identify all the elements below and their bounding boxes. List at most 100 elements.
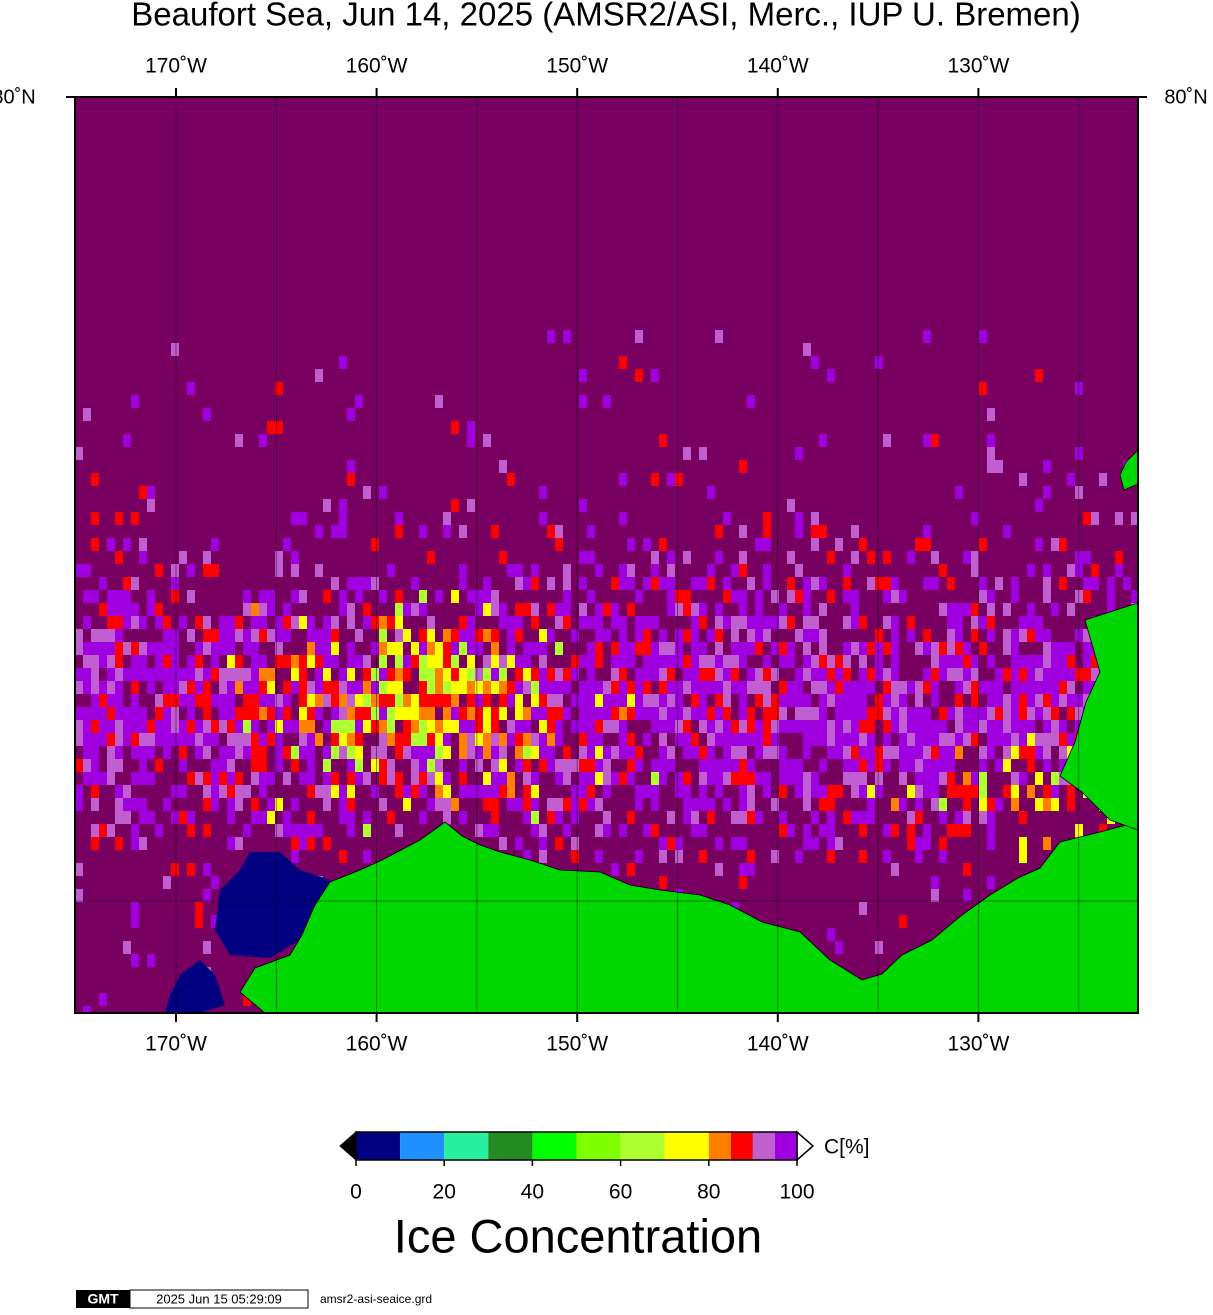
ice-cell xyxy=(339,356,347,369)
ice-cell xyxy=(339,720,347,733)
ice-cell xyxy=(787,616,795,629)
ice-cell xyxy=(1035,707,1043,720)
ice-cell xyxy=(723,590,731,603)
ice-cell xyxy=(787,590,795,603)
ice-cell xyxy=(323,499,331,512)
ice-cell xyxy=(307,759,315,772)
ice-cell xyxy=(931,668,939,681)
ice-cell xyxy=(395,603,403,616)
lon-label: 160˚W xyxy=(346,55,408,78)
ice-cell xyxy=(363,772,371,785)
ice-cell xyxy=(1035,668,1043,681)
ice-cell xyxy=(731,720,739,733)
ice-cell xyxy=(443,681,451,694)
ice-cell xyxy=(395,681,403,694)
ice-cell xyxy=(299,681,307,694)
ice-cell xyxy=(459,720,467,733)
ice-cell xyxy=(331,629,339,642)
ice-cell xyxy=(459,759,467,772)
ice-cell xyxy=(923,668,931,681)
ice-cell xyxy=(155,642,163,655)
ice-cell xyxy=(131,668,139,681)
ice-cell xyxy=(987,720,995,733)
ice-cell xyxy=(163,720,171,733)
lon-label: 140˚W xyxy=(747,1033,809,1056)
ice-cell xyxy=(899,746,907,759)
ice-cell xyxy=(219,694,227,707)
ice-cell xyxy=(1035,629,1043,642)
ice-cell xyxy=(971,655,979,668)
ice-cell xyxy=(507,772,515,785)
ice-cell xyxy=(547,577,555,590)
ice-cell xyxy=(371,707,379,720)
ice-cell xyxy=(971,668,979,681)
ice-cell xyxy=(403,655,411,668)
ice-cell xyxy=(731,668,739,681)
ice-cell xyxy=(107,746,115,759)
ice-cell xyxy=(1043,798,1051,811)
ice-cell xyxy=(963,668,971,681)
ice-cell xyxy=(835,720,843,733)
ice-cell xyxy=(931,733,939,746)
ice-cell xyxy=(587,772,595,785)
ice-cell xyxy=(75,642,83,655)
ice-cell xyxy=(595,616,603,629)
ice-cell xyxy=(755,811,763,824)
ice-cell xyxy=(963,551,971,564)
ice-cell xyxy=(723,512,731,525)
ice-cell xyxy=(99,577,107,590)
ice-cell xyxy=(587,616,595,629)
ice-cell xyxy=(1019,850,1027,863)
ice-cell xyxy=(91,720,99,733)
ice-cell xyxy=(1003,720,1011,733)
ice-cell xyxy=(459,616,467,629)
ice-cell xyxy=(555,798,563,811)
ice-cell xyxy=(627,811,635,824)
ice-cell xyxy=(1043,746,1051,759)
ice-cell xyxy=(275,824,283,837)
ice-cell xyxy=(787,681,795,694)
ice-cell xyxy=(179,681,187,694)
ice-cell xyxy=(1083,577,1091,590)
ice-cell xyxy=(851,551,859,564)
ice-cell xyxy=(1043,837,1051,850)
ice-cell xyxy=(395,824,403,837)
ice-cell xyxy=(451,707,459,720)
ice-cell xyxy=(947,655,955,668)
ice-cell xyxy=(227,837,235,850)
ice-cell xyxy=(859,681,867,694)
ice-cell xyxy=(419,655,427,668)
ice-cell xyxy=(595,655,603,668)
ice-cell xyxy=(627,733,635,746)
ice-cell xyxy=(491,746,499,759)
ice-cell xyxy=(363,603,371,616)
land-alaska xyxy=(239,821,1138,1013)
ice-cell xyxy=(123,707,131,720)
ice-cell xyxy=(795,785,803,798)
ice-cell xyxy=(939,850,947,863)
ice-cell xyxy=(323,694,331,707)
ice-cell xyxy=(595,564,603,577)
ice-cell xyxy=(771,707,779,720)
ice-cell xyxy=(515,720,523,733)
ice-cell xyxy=(115,551,123,564)
ice-cell xyxy=(491,733,499,746)
ice-cell xyxy=(915,798,923,811)
ice-cell xyxy=(123,941,131,954)
ice-cell xyxy=(195,746,203,759)
ice-cell xyxy=(355,395,363,408)
ice-cell xyxy=(235,655,243,668)
ice-cell xyxy=(419,759,427,772)
ice-cell xyxy=(643,616,651,629)
color-bin xyxy=(532,1132,577,1160)
ice-cell xyxy=(723,577,731,590)
ice-cell xyxy=(819,824,827,837)
ice-cell xyxy=(715,694,723,707)
ice-cell xyxy=(699,785,707,798)
ice-cell xyxy=(291,668,299,681)
ice-cell xyxy=(275,421,283,434)
ice-cell xyxy=(1019,746,1027,759)
ice-cell xyxy=(171,629,179,642)
ice-cell xyxy=(411,720,419,733)
ice-cell xyxy=(251,642,259,655)
